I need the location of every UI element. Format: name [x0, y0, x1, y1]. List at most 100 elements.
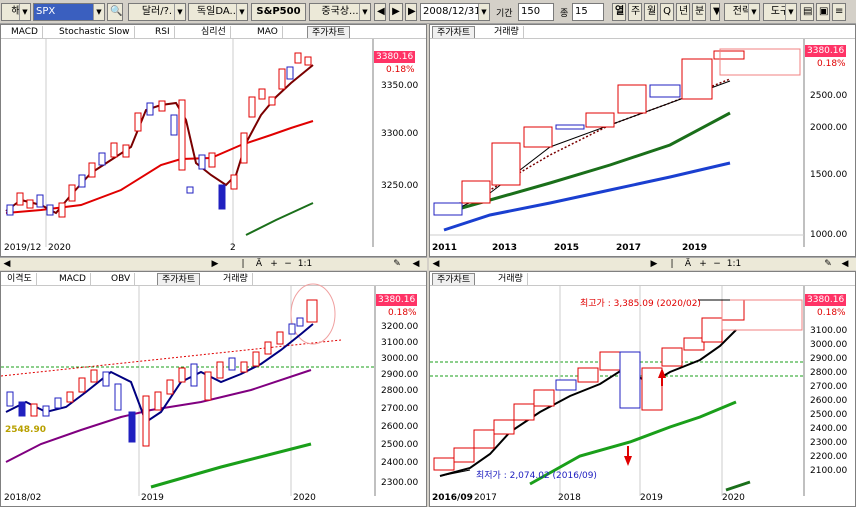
minus-icon[interactable]: − — [284, 259, 292, 269]
period-label: 기간 — [496, 9, 513, 19]
level-label: 2548.90 — [5, 425, 46, 435]
timeframe-day[interactable]: 열 — [612, 3, 626, 21]
timeframe-label: Q — [663, 6, 671, 17]
tab-volume[interactable]: 거래량 — [219, 273, 253, 285]
tab-volume[interactable]: 거래량 — [490, 26, 524, 38]
unit-select[interactable]: 달러/?. ▼ — [128, 3, 186, 21]
tab-obv[interactable]: OBV — [107, 273, 136, 285]
index-select[interactable]: 독일DA... ▼ — [188, 3, 248, 21]
tab-psychology[interactable]: 심리선 — [197, 26, 231, 38]
y-tick: 2500.00 — [810, 91, 848, 101]
x-tick: 2017 — [616, 243, 642, 253]
edit-icon[interactable]: ✎ — [393, 259, 401, 269]
x-tick: 2019 — [141, 493, 164, 503]
date-value: 2008/12/31 — [423, 6, 481, 17]
plus-icon[interactable]: + — [270, 259, 278, 269]
x-tick: 2011 — [432, 243, 458, 253]
symbol-input[interactable]: SPX ▼ — [33, 3, 105, 21]
tab-price-chart[interactable]: 주가차트 — [157, 273, 201, 285]
timeframe-quarter[interactable]: Q — [660, 3, 674, 21]
tab-disparity[interactable]: 이격도 — [3, 273, 37, 285]
save-icon: ▣ — [819, 6, 829, 17]
search-button[interactable]: 🔍 — [107, 3, 123, 21]
zoom-icon[interactable]: Ä — [684, 259, 692, 269]
ma-line — [5, 323, 314, 424]
ratio-label[interactable]: 1:1 — [726, 259, 742, 269]
arrow-left-icon[interactable]: ◀ — [3, 259, 11, 269]
minus-icon[interactable]: − — [713, 259, 721, 269]
arrow-right-icon[interactable]: ▶ — [211, 259, 219, 269]
y-tick: 2600.00 — [381, 422, 419, 432]
tools-button[interactable]: 도구 ▼ — [763, 3, 797, 21]
chevron-down-icon: ▼ — [713, 6, 720, 17]
tab-stochastic[interactable]: Stochastic Slow — [55, 26, 135, 38]
edit-icon[interactable]: ✎ — [824, 259, 832, 269]
ratio-label[interactable]: 1:1 — [297, 259, 313, 269]
timeframe-month[interactable]: 월 — [644, 3, 658, 21]
count-value: 15 — [575, 6, 588, 17]
price-chart-tl — [5, 39, 374, 247]
x-tick: 2 — [230, 243, 236, 253]
timeframe-label: 월 — [647, 6, 657, 17]
prev-button[interactable]: ◀ — [374, 3, 386, 21]
tab-price-chart[interactable]: 주가차트 — [432, 26, 476, 38]
arrow-left-icon[interactable]: ◀ — [432, 259, 440, 269]
tab-macd[interactable]: MACD — [7, 26, 43, 38]
timeframe-week[interactable]: 주 — [628, 3, 642, 21]
chevron-down-icon: ▼ — [785, 4, 796, 20]
x-tick: 2019 — [640, 493, 663, 503]
y-tick: 2000.00 — [810, 123, 848, 133]
tab-macd[interactable]: MACD — [55, 273, 91, 285]
panel-tabs: MACD Stochastic Slow RSI 심리선 MAO 주가차트 — [1, 25, 426, 39]
scrollbar-right[interactable]: ◀ ▶ | Ä + − 1:1 ✎ ◀ — [429, 257, 856, 270]
print-button[interactable]: ▤ — [800, 3, 814, 21]
play-icon: ▶ — [392, 6, 400, 17]
y-tick: 3250.00 — [381, 181, 419, 191]
cursor-icon[interactable]: | — [670, 259, 674, 269]
chevron-down-icon: ▼ — [748, 4, 759, 20]
chevron-down-icon: ▼ — [236, 4, 247, 20]
play-button[interactable]: ▶ — [389, 3, 403, 21]
ma-line — [443, 161, 731, 232]
ma-line — [529, 400, 737, 486]
cursor-icon[interactable]: | — [241, 259, 245, 269]
arrow-right-icon[interactable]: ▶ — [650, 259, 658, 269]
last-price-badge: 3380.16 — [374, 51, 416, 63]
strategy-button[interactable]: 전략 ▼ — [724, 3, 760, 21]
arrow-left-icon[interactable]: ◀ — [412, 259, 420, 269]
market-select[interactable]: 해 ▼ — [1, 3, 31, 21]
chevron-down-icon: ▼ — [478, 4, 489, 20]
last-price-badge: 3380.16 — [805, 45, 847, 57]
zoom-icon[interactable]: Ä — [255, 259, 263, 269]
scrollbar-left[interactable]: ◀ ▶ | Ä + − 1:1 ✎ ◀ — [0, 257, 427, 270]
tab-volume[interactable]: 거래량 — [494, 273, 528, 285]
period-input[interactable]: 150 — [518, 3, 554, 21]
count-input[interactable]: 15 — [572, 3, 604, 21]
x-tick: 2016/09 — [432, 493, 473, 503]
tab-price-chart[interactable]: 주가차트 — [432, 273, 476, 285]
settings-button[interactable]: ≡ — [832, 3, 846, 21]
high-annotation: 최고가 : 3,385.09 (2020/02) — [580, 299, 701, 309]
date-input[interactable]: 2008/12/31 ▼ — [420, 3, 490, 21]
candles — [433, 299, 745, 471]
timeframe-year[interactable]: 년 — [676, 3, 690, 21]
x-tick: 2013 — [492, 243, 518, 253]
next-button[interactable]: ▶ — [405, 3, 417, 21]
timeframe-label: 분 — [695, 6, 705, 17]
y-tick: 2600.00 — [810, 396, 848, 406]
timeframe-minute[interactable]: 분 — [692, 3, 706, 21]
chevron-down-icon: ▼ — [174, 4, 185, 20]
china-select[interactable]: 중국상... ▼ — [309, 3, 371, 21]
x-tick: 2020 — [722, 493, 745, 503]
save-button[interactable]: ▣ — [816, 3, 830, 21]
arrow-left-icon[interactable]: ◀ — [841, 259, 849, 269]
tools-label: 도구 — [770, 6, 790, 17]
y-tick: 3350.00 — [381, 81, 419, 91]
sp500-button[interactable]: S&P500 — [251, 3, 306, 21]
tab-price-chart[interactable]: 주가차트 — [307, 26, 351, 38]
tab-rsi[interactable]: RSI — [151, 26, 175, 38]
plus-icon[interactable]: + — [699, 259, 707, 269]
tab-mao[interactable]: MAO — [253, 26, 283, 38]
timeframe-dropdown[interactable]: ▼ — [710, 3, 720, 21]
y-tick: 2100.00 — [810, 466, 848, 476]
